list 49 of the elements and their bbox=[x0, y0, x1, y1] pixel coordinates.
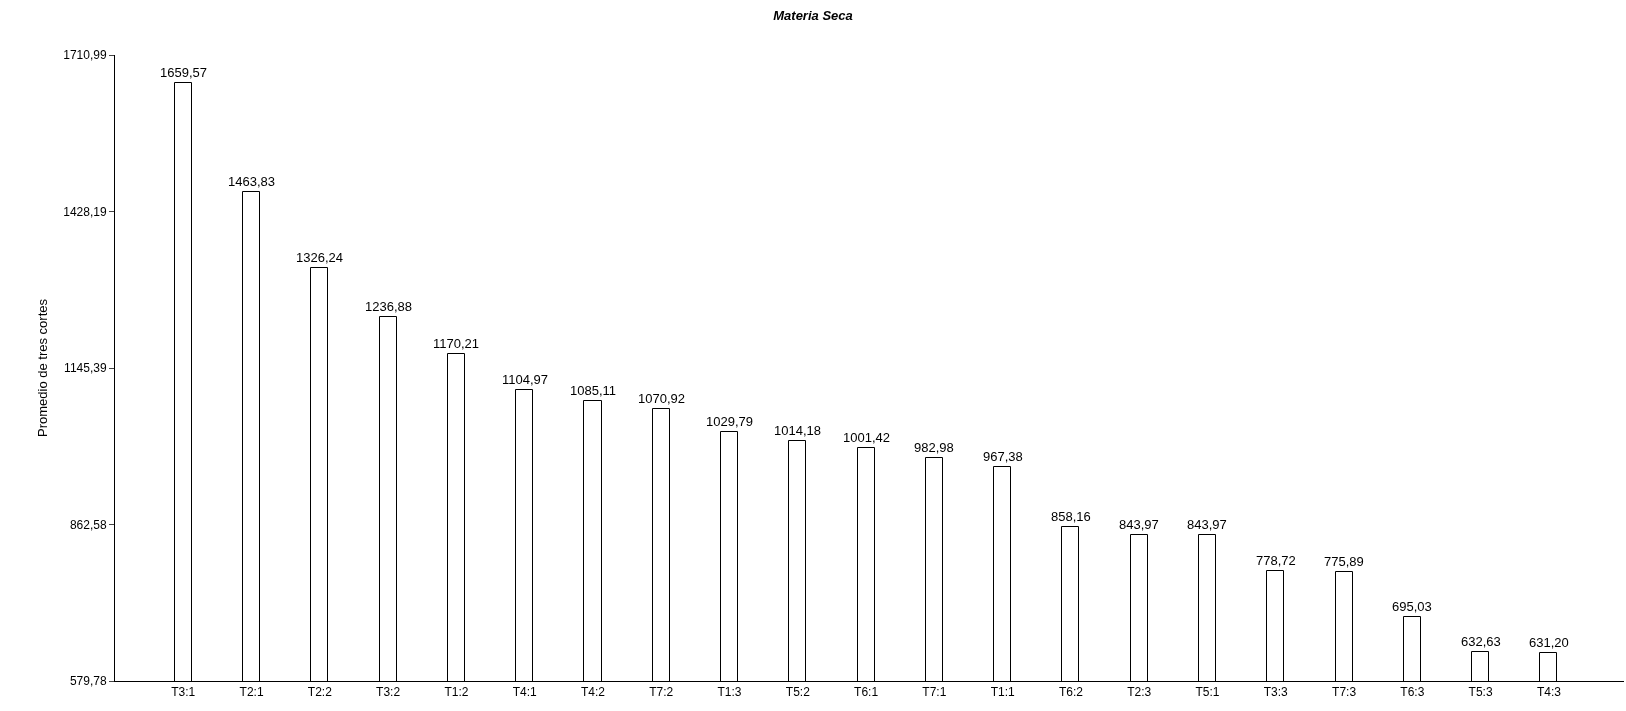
data-label: 858,16 bbox=[1051, 509, 1091, 524]
y-tick-label: 1145,39 bbox=[64, 361, 107, 376]
x-tick-label: T1:2 bbox=[444, 685, 469, 700]
data-label: 1001,42 bbox=[843, 430, 890, 445]
data-label: 1070,92 bbox=[638, 391, 685, 406]
data-label: 1463,83 bbox=[228, 174, 275, 189]
data-label: 1326,24 bbox=[296, 250, 343, 265]
y-tick-label: 1428,19 bbox=[63, 204, 107, 219]
data-label: 778,72 bbox=[1256, 553, 1296, 568]
y-tick-label: 862,58 bbox=[69, 517, 107, 532]
x-tick-label: T2:1 bbox=[239, 685, 264, 700]
data-label: 1014,18 bbox=[774, 423, 821, 438]
data-label: 967,38 bbox=[983, 449, 1023, 464]
data-label: 632,63 bbox=[1461, 634, 1501, 649]
x-tick-label: T7:3 bbox=[1332, 685, 1357, 700]
data-label: 1170,21 bbox=[433, 336, 480, 351]
data-label: 1104,97 bbox=[502, 372, 549, 387]
y-tick-label: 1710,99 bbox=[63, 48, 107, 63]
x-tick-label: T5:2 bbox=[785, 685, 811, 700]
data-label: 843,97 bbox=[1119, 517, 1159, 532]
chart-title: Materia Seca bbox=[773, 7, 853, 23]
x-tick-label: T4:3 bbox=[1536, 685, 1562, 700]
y-tick-label: 579,78 bbox=[69, 674, 107, 689]
x-tick-label: T3:3 bbox=[1263, 685, 1289, 700]
data-label: 1029,79 bbox=[706, 414, 753, 429]
x-tick-label: T4:2 bbox=[580, 685, 606, 700]
data-label: 1659,57 bbox=[160, 65, 207, 80]
x-tick-label: T5:3 bbox=[1468, 685, 1493, 700]
y-axis-title: Promedio de tres cortes bbox=[35, 298, 51, 438]
x-tick-label: T6:2 bbox=[1058, 685, 1084, 700]
x-tick-label: T7:2 bbox=[649, 685, 674, 700]
x-tick-label: T2:2 bbox=[307, 685, 333, 700]
data-label: 1085,11 bbox=[570, 383, 617, 398]
data-label: 775,89 bbox=[1324, 554, 1364, 569]
x-tick-label: T7:1 bbox=[922, 685, 947, 700]
data-label: 982,98 bbox=[914, 440, 954, 455]
data-label: 631,20 bbox=[1529, 635, 1569, 650]
data-label: 1236,88 bbox=[365, 299, 412, 314]
x-tick-label: T1:3 bbox=[717, 685, 742, 700]
x-tick-label: T2:3 bbox=[1127, 685, 1152, 700]
x-tick-label: T6:3 bbox=[1400, 685, 1425, 700]
x-tick-label: T3:1 bbox=[171, 685, 196, 700]
x-tick-label: T5:1 bbox=[1195, 685, 1220, 700]
x-tick-label: T6:1 bbox=[854, 685, 879, 700]
x-tick-label: T4:1 bbox=[512, 685, 538, 700]
data-label: 843,97 bbox=[1187, 517, 1227, 532]
x-tick-label: T3:2 bbox=[376, 685, 401, 700]
x-tick-label: T1:1 bbox=[990, 685, 1015, 700]
data-label: 695,03 bbox=[1392, 599, 1432, 614]
